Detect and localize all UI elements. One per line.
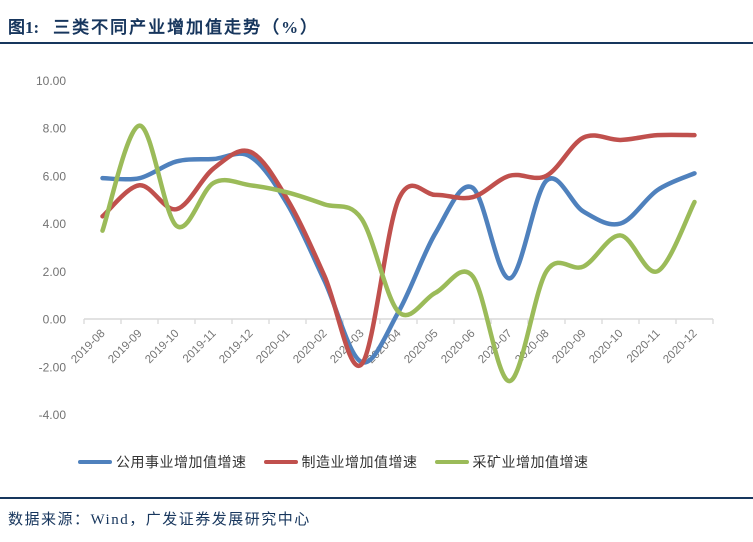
y-axis-tick-label: 10.00	[36, 74, 66, 88]
legend-item-manufacturing[interactable]: 制造业增加值增速	[263, 452, 418, 472]
x-axis-tick-label: 2020-01	[254, 328, 292, 366]
legend-label-mining: 采矿业增加值增速	[472, 454, 589, 470]
y-axis-tick-label: -4.00	[39, 408, 67, 422]
series-line-mining	[100, 123, 697, 384]
x-axis-tick-label: 2019-12	[217, 328, 255, 366]
legend-swatch-mining	[434, 459, 469, 465]
figure-footer: 数据来源：Wind，广发证券发展研究中心	[0, 497, 753, 529]
figure-header: 图1: 三类不同产业增加值走势（%）	[0, 0, 753, 44]
y-axis-tick-label: 0.00	[43, 313, 67, 327]
y-axis-tick-label: 6.00	[43, 169, 67, 183]
data-source: 数据来源：Wind，广发证券发展研究中心	[8, 512, 311, 528]
legend-item-mining[interactable]: 采矿业增加值增速	[434, 452, 589, 472]
figure-number: 图1:	[8, 18, 40, 37]
series-line-manufacturing	[100, 132, 697, 369]
line-chart: 10.00 8.00 6.00 4.00 2.00 0.00 -2.00 -4.00 2019-…	[0, 56, 753, 474]
x-axis-tick-label: 2020-12	[661, 328, 699, 366]
x-axis-tick-label: 2019-08	[69, 328, 107, 366]
y-axis-tick-label: 2.00	[43, 265, 67, 279]
figure-title-text: 三类不同产业增加值走势（%）	[53, 18, 320, 37]
y-axis-tick-label: 4.00	[43, 217, 67, 231]
legend-item-utilities[interactable]: 公用事业增加值增速	[78, 452, 247, 472]
chart-plot-area: 10.00 8.00 6.00 4.00 2.00 0.00 -2.00 -4.00 2019-…	[36, 74, 714, 422]
x-axis-tick-label: 2020-11	[625, 328, 663, 366]
x-axis-tick-label: 2020-09	[550, 328, 588, 366]
x-axis-tick-label: 2020-02	[291, 328, 329, 366]
x-axis-tick-label: 2019-09	[106, 328, 144, 366]
legend-swatch-utilities	[78, 459, 112, 465]
legend-label-utilities: 公用事业增加值增速	[116, 454, 247, 470]
legend-label-manufacturing: 制造业增加值增速	[301, 454, 418, 470]
y-axis-tick-label: 8.00	[43, 122, 67, 136]
legend-swatch-manufacturing	[263, 459, 298, 465]
x-axis-tick-label: 2020-06	[439, 328, 477, 366]
chart-legend: 公用事业增加值增速 制造业增加值增速 采矿业增加值增速	[0, 450, 753, 474]
series-line-utilities	[100, 151, 697, 365]
x-axis-tick-label: 2019-11	[181, 328, 219, 366]
y-axis-tick-label: -2.00	[39, 360, 67, 374]
x-axis-tick-label: 2019-10	[143, 328, 181, 366]
x-axis-tick-label: 2020-05	[402, 328, 440, 366]
x-axis-tick-label: 2020-10	[587, 328, 625, 366]
